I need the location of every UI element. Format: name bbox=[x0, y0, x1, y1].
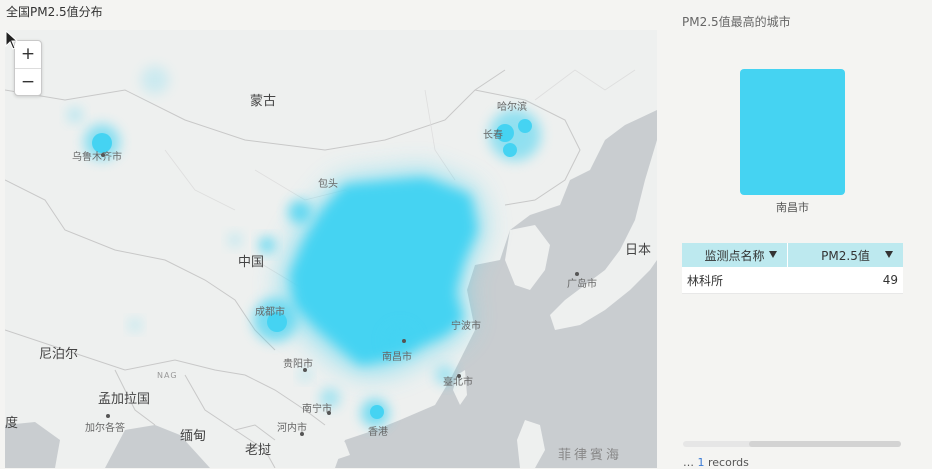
column-header-label: 监测点名称 bbox=[704, 248, 765, 263]
city-marker bbox=[101, 153, 105, 157]
city-label-hanoi: 河内市 bbox=[277, 423, 307, 434]
city-marker bbox=[327, 411, 331, 415]
cell-pm25-value: 49 bbox=[882, 273, 898, 287]
place-label-india: 度 bbox=[5, 416, 19, 431]
place-label-nag: NAG bbox=[157, 371, 178, 380]
city-label-changchun: 长春 bbox=[483, 130, 503, 141]
city-marker bbox=[300, 432, 304, 436]
scrollbar-thumb[interactable] bbox=[749, 441, 901, 447]
top-city-bar[interactable] bbox=[740, 69, 845, 195]
sort-caret-icon[interactable] bbox=[769, 251, 777, 258]
zoom-control: + − bbox=[14, 40, 42, 96]
records-count: … 1 records bbox=[683, 456, 749, 469]
map-title: 全国PM2.5值分布 bbox=[6, 5, 103, 19]
records-number[interactable]: 1 bbox=[697, 456, 705, 469]
country-borders bbox=[5, 69, 581, 468]
records-prefix: … bbox=[683, 456, 694, 469]
sea-area-west bbox=[5, 422, 60, 468]
heat-overlay bbox=[67, 66, 541, 427]
city-label-hongkong: 香港 bbox=[368, 427, 388, 438]
land-korea bbox=[505, 225, 550, 290]
column-header-label: PM2.5值 bbox=[821, 248, 870, 263]
city-marker bbox=[106, 414, 110, 418]
sea-area-bay bbox=[105, 425, 210, 468]
map-canvas bbox=[5, 66, 657, 468]
records-suffix: records bbox=[708, 456, 749, 469]
city-marker bbox=[402, 339, 406, 343]
city-label-kolkata: 加尔各答 bbox=[85, 423, 125, 434]
city-label-baotou: 包头 bbox=[318, 179, 338, 190]
top-city-bar-label: 南昌市 bbox=[776, 201, 809, 214]
city-label-hiroshima: 广岛市 bbox=[567, 279, 597, 290]
land-japan bbox=[550, 140, 657, 330]
city-label-nanchang: 南昌市 bbox=[382, 352, 412, 363]
sort-caret-icon[interactable] bbox=[885, 251, 893, 258]
city-label-urumqi: 乌鲁木齐市 bbox=[72, 152, 122, 163]
place-label-myanmar: 缅甸 bbox=[180, 429, 207, 444]
table-row[interactable]: 林科所 49 bbox=[682, 267, 903, 294]
sea-area-east bbox=[335, 110, 657, 468]
city-label-ningbo: 宁波市 bbox=[451, 321, 481, 332]
city-label-chengdu: 成都市 bbox=[255, 307, 285, 318]
place-label-laos: 老挝 bbox=[245, 443, 272, 458]
place-label-mongolia: 蒙古 bbox=[250, 94, 277, 109]
place-label-bangladesh: 孟加拉国 bbox=[98, 392, 151, 407]
city-marker bbox=[303, 368, 307, 372]
land-taiwan bbox=[453, 370, 467, 405]
panel-title: PM2.5值最高的城市 bbox=[682, 15, 791, 29]
province-borders bbox=[164, 69, 636, 291]
station-table: 监测点名称 PM2.5值 林科所 49 bbox=[682, 243, 903, 294]
zoom-out-button[interactable]: − bbox=[15, 68, 41, 96]
place-label-nepal: 尼泊尔 bbox=[39, 347, 79, 362]
city-marker bbox=[457, 374, 461, 378]
mouse-pointer-icon bbox=[5, 30, 19, 50]
land-hainan bbox=[330, 442, 350, 460]
city-label-guiyang: 贵阳市 bbox=[283, 359, 313, 370]
place-label-china: 中国 bbox=[238, 255, 265, 270]
city-label-harbin: 哈尔滨 bbox=[497, 102, 527, 113]
table-header: 监测点名称 PM2.5值 bbox=[682, 243, 903, 267]
place-label-philippine-sea: 菲律賓海 bbox=[558, 448, 623, 463]
horizontal-scrollbar[interactable] bbox=[683, 441, 901, 447]
place-label-japan: 日本 bbox=[625, 243, 652, 258]
pm25-heat-map[interactable]: + − 蒙古 中国 尼泊尔 孟加拉国 缅甸 老挝 日本 度 菲律賓海 NAG 乌… bbox=[5, 30, 657, 468]
city-label-taipei: 臺北市 bbox=[443, 377, 473, 388]
cell-station-name: 林科所 bbox=[682, 267, 788, 293]
zoom-in-button[interactable]: + bbox=[20, 44, 36, 64]
city-marker bbox=[575, 272, 579, 276]
column-header-pm25[interactable]: PM2.5值 bbox=[788, 243, 903, 267]
city-label-nanning: 南宁市 bbox=[302, 404, 332, 415]
land-philippines bbox=[517, 420, 545, 468]
column-header-station[interactable]: 监测点名称 bbox=[682, 243, 788, 267]
